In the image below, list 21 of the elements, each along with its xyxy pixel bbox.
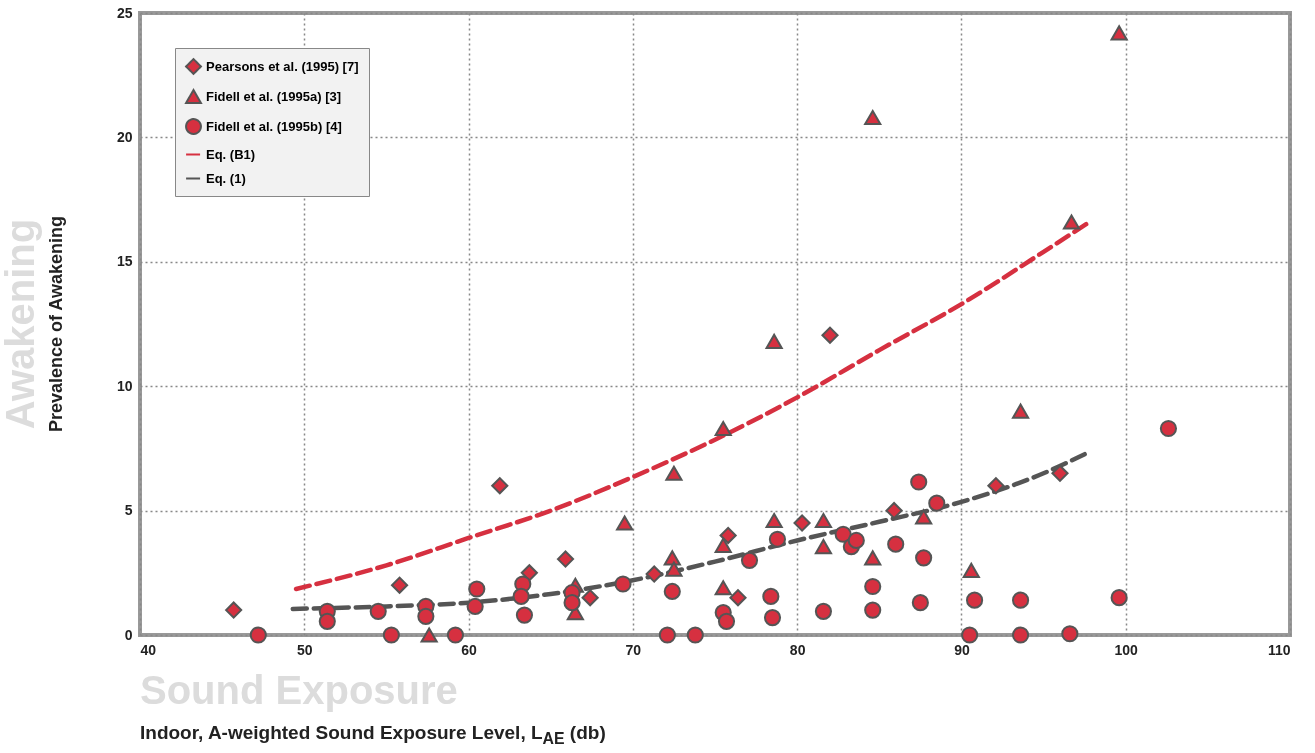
y-tick-label: 10: [116, 377, 133, 394]
x-tick-label: 80: [789, 641, 806, 658]
x-tick-label: 60: [461, 641, 478, 658]
y-tick-label: 25: [116, 4, 133, 21]
y-axis-title: Prevalence of Awakening: [45, 215, 67, 433]
y-tick-label: 15: [116, 253, 133, 270]
legend-label: Pearsons et al. (1995) [7]: [206, 58, 359, 74]
y-tick-label: 20: [116, 128, 133, 145]
legend-label: Fidell et al. (1995a) [3]: [206, 88, 342, 104]
x-tick-label: 40: [140, 641, 157, 658]
x-axis-title: Indoor, A-weighted Sound Exposure Level, L$_{AE}$ (db): [140, 722, 606, 748]
x-tick-label: 50: [297, 641, 313, 658]
legend-label: Fidell et al. (1995b) [4]: [206, 118, 342, 134]
legend-label: Eq. (B1): [206, 146, 256, 162]
x-tick-label: 100: [1114, 641, 1139, 658]
x-tick-label: 110: [1267, 641, 1291, 658]
legend-label: Eq. (1): [206, 170, 246, 186]
y-tick-label: 0: [124, 626, 133, 643]
y-tick-label: 5: [124, 502, 133, 519]
x-tick-label: 90: [954, 641, 970, 658]
x-tick-label: 70: [625, 641, 642, 658]
